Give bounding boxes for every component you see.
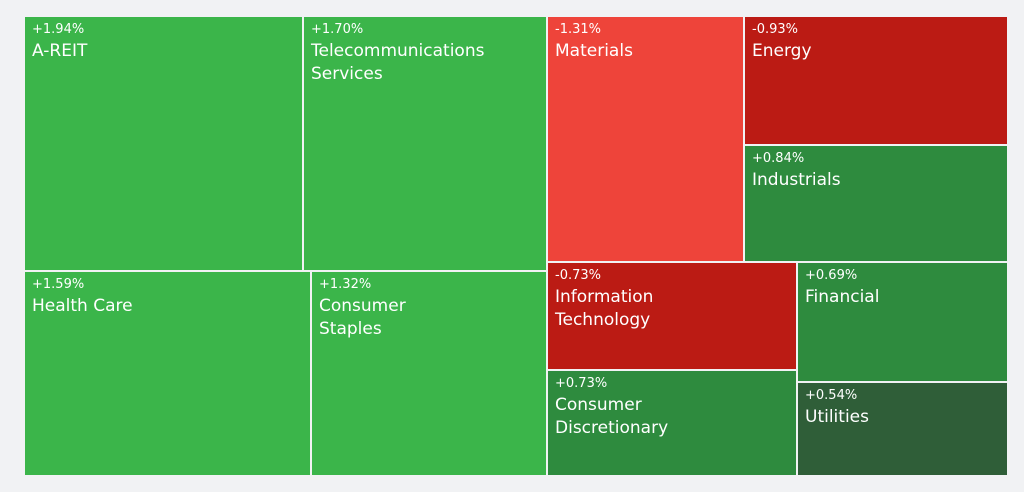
tile-sector-label: Financial	[805, 287, 880, 307]
treemap-tile-financial[interactable]: +0.69% Financial	[798, 263, 1007, 381]
tile-sector-label: Consumer Staples	[319, 296, 406, 339]
tile-change-label: +0.73%	[555, 376, 608, 391]
tile-sector-label: Consumer Discretionary	[555, 395, 669, 438]
tile-sector-label: Industrials	[752, 170, 841, 190]
treemap-tile-industrials[interactable]: +0.84% Industrials	[745, 146, 1007, 261]
tile-sector-label: Utilities	[805, 407, 869, 427]
tile-sector-label: Health Care	[32, 296, 133, 316]
tile-change-label: -1.31%	[555, 22, 601, 37]
treemap-tile-utilities[interactable]: +0.54% Utilities	[798, 383, 1007, 475]
treemap-tile-information-technology[interactable]: -0.73% Information Technology	[548, 263, 796, 369]
tile-change-label: +0.84%	[752, 151, 805, 166]
treemap-tile-health-care[interactable]: +1.59% Health Care	[25, 272, 310, 475]
tile-sector-label: Energy	[752, 41, 812, 61]
treemap-tile-telecommunications-services[interactable]: +1.70% Telecommunications Services	[304, 17, 546, 270]
treemap-tile-consumer-staples[interactable]: +1.32% Consumer Staples	[312, 272, 546, 475]
treemap-tile-energy[interactable]: -0.93% Energy	[745, 17, 1007, 144]
tile-change-label: -0.73%	[555, 268, 601, 283]
tile-change-label: +1.94%	[32, 22, 85, 37]
tile-change-label: +0.54%	[805, 388, 858, 403]
tile-change-label: -0.93%	[752, 22, 798, 37]
tile-change-label: +1.59%	[32, 277, 85, 292]
tile-sector-label: Materials	[555, 41, 633, 61]
treemap-tile-materials[interactable]: -1.31% Materials	[548, 17, 743, 261]
tile-sector-label: Telecommunications Services	[311, 41, 485, 84]
tile-sector-label: Information Technology	[555, 287, 654, 330]
treemap-tile-consumer-discretionary[interactable]: +0.73% Consumer Discretionary	[548, 371, 796, 475]
treemap-tile-a-reit[interactable]: +1.94% A-REIT	[25, 17, 302, 270]
tile-change-label: +1.70%	[311, 22, 364, 37]
tile-change-label: +1.32%	[319, 277, 372, 292]
tile-change-label: +0.69%	[805, 268, 858, 283]
tile-sector-label: A-REIT	[32, 41, 88, 61]
